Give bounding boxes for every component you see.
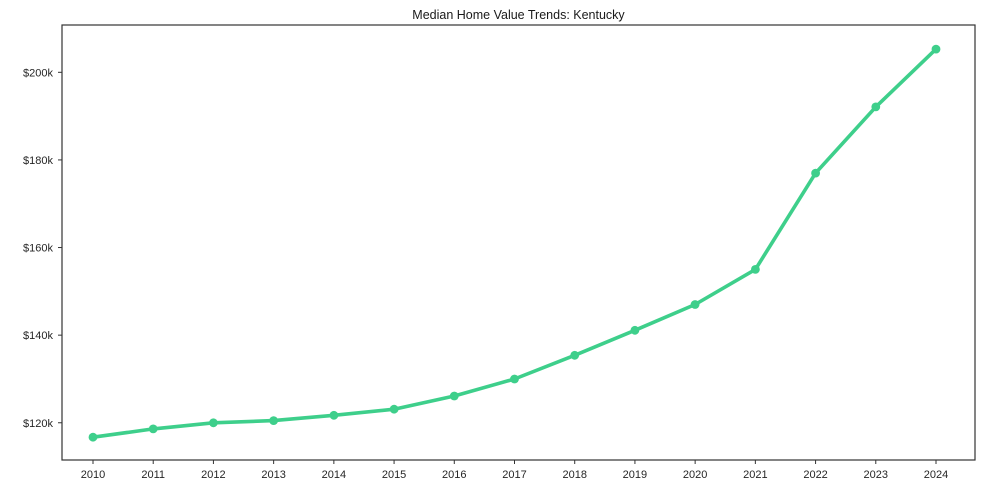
x-tick-label: 2022 [803,469,827,481]
data-point [148,424,158,434]
x-tick-label: 2017 [502,469,526,481]
x-tick-label: 2019 [623,469,647,481]
x-tick-label: 2015 [382,469,406,481]
data-point [510,374,519,384]
y-tick-label: $180k [23,155,53,167]
x-tick-label: 2014 [322,469,346,481]
x-tick-label: 2024 [924,469,948,481]
data-point [88,432,98,442]
data-point [630,325,640,335]
y-tick-label: $120k [23,418,53,430]
data-point [570,350,580,360]
x-tick-label: 2013 [261,469,285,481]
data-point [871,102,881,112]
x-tick-label: 2021 [743,469,767,481]
x-tick-label: 2011 [141,469,165,481]
data-point [931,44,941,54]
x-tick-label: 2020 [683,469,707,481]
data-point [811,168,820,178]
y-tick-label: $140k [23,330,53,342]
data-point [209,418,218,428]
data-point [751,265,760,274]
data-point [449,391,459,401]
plot-frame [61,24,976,461]
x-tick-label: 2016 [442,469,466,481]
data-point [389,404,399,414]
data-point [329,410,339,420]
data-point [269,416,278,425]
x-tick-label: 2012 [201,469,225,481]
y-tick-label: $160k [23,243,53,255]
data-point [690,300,700,309]
x-tick-label: 2023 [864,469,888,481]
x-tick-label: 2018 [562,469,586,481]
y-tick-label: $200k [23,67,53,79]
chart-title: Median Home Value Trends: Kentucky [412,8,625,22]
x-tick-label: 2010 [81,469,105,481]
